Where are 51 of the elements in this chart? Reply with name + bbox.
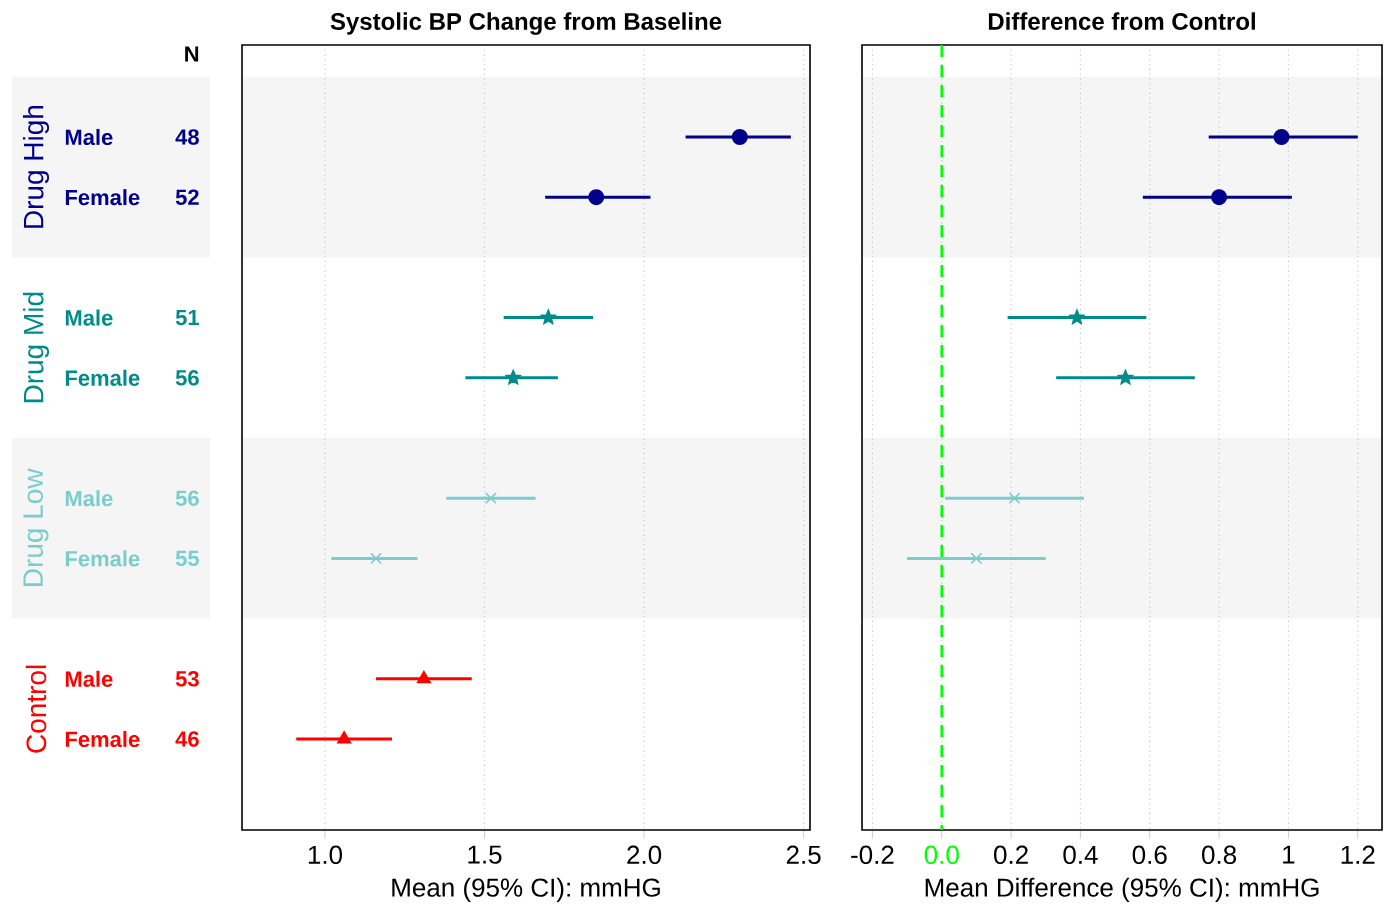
text: 52 [175,189,199,206]
text: 46 [175,731,199,747]
point [1069,309,1085,325]
x-tick-label: 2.5 [786,845,821,865]
x-tick-label: 1.2 [1341,845,1375,864]
point [540,309,556,325]
text: Drug Low [23,468,49,587]
x-tick-label: 2.0 [627,845,662,865]
x-tick-label: 0.8 [1202,845,1237,865]
y-tick-label: Female [65,189,140,206]
x-tick-label: 0.6 [1132,845,1167,865]
y-tick-label: Female [65,369,140,387]
point [416,670,431,684]
x-tick-label: 0.0 [924,845,959,865]
y-tick-label: Female [65,731,140,748]
point [970,552,983,565]
y-tick-label: Male [65,490,113,507]
point [1273,129,1290,146]
x-axis-title: Mean Difference (95% CI): mmHG [925,877,1319,903]
text: 48 [175,129,199,145]
x-tick-label: 1.0 [308,845,343,865]
point [485,492,497,505]
x-axis-title: Mean (95% CI): mmHG [392,877,660,903]
text: Control [25,665,47,753]
text: N [185,46,199,62]
x-tick-label: 1 [1283,845,1295,864]
point [1008,492,1021,505]
text: 56 [175,370,199,386]
y-tick-label: Male [65,309,113,326]
x-tick-label: 0.4 [1063,845,1098,865]
x-tick-label: 1.5 [468,845,502,864]
point [731,129,748,146]
point [505,369,521,385]
x-tick-label: -0.2 [851,845,894,865]
x-tick-label: 0.2 [994,845,1028,865]
text: Drug Mid [22,292,50,403]
y-tick-label: Female [65,550,140,567]
point [370,552,382,565]
text: 55 [175,550,199,567]
point [337,731,352,744]
chart-title: Difference from Control [988,12,1255,31]
text: 56 [175,490,199,507]
text: Drug High [22,106,50,229]
point [1117,369,1134,385]
point [1211,189,1228,206]
chart-title: Systolic BP Change from Baseline [330,12,722,35]
y-tick-label: Male [65,129,113,146]
text: 53 [175,671,199,687]
text: 51 [175,310,199,326]
y-tick-label: Male [65,670,113,688]
point [588,189,605,206]
